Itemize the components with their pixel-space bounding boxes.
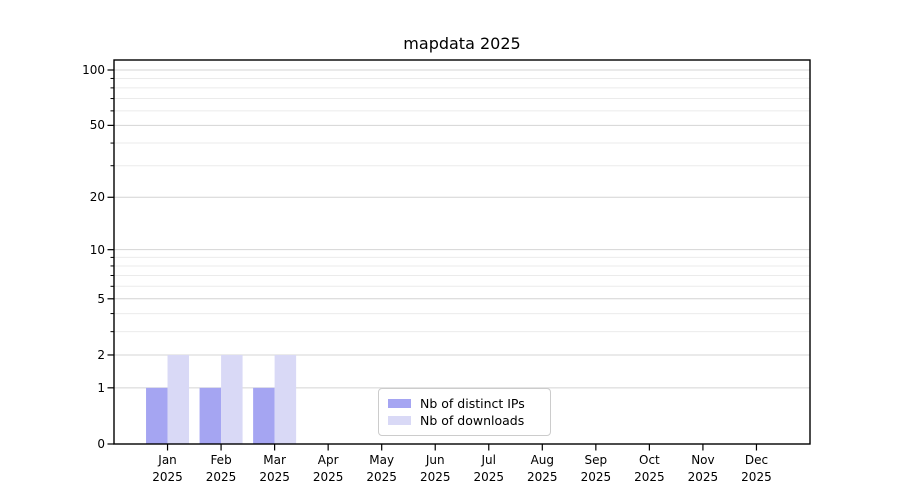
x-tick-label-year: 2025: [312, 470, 344, 484]
x-tick-label-year: 2025: [527, 470, 558, 484]
x-tick-label-month: Sep: [584, 453, 608, 467]
x-tick-label-year: 2025: [634, 470, 665, 484]
legend-label: Nb of distinct IPs: [420, 395, 525, 411]
bar-downloads-feb: [221, 354, 243, 444]
x-tick-label-year: 2025: [205, 470, 237, 484]
bar-downloads-mar: [274, 354, 297, 444]
x-tick-label-month: Jun: [425, 453, 445, 467]
y-tick-label: 10: [89, 242, 105, 257]
y-tick-label: 100: [82, 63, 105, 77]
bar-distinct-ips-mar: [253, 387, 275, 444]
x-tick-label-year: 2025: [259, 470, 290, 484]
x-tick-label: Nov 2025: [667, 452, 739, 486]
x-tick-label-month: Jan: [158, 453, 177, 467]
legend-swatch: [388, 398, 411, 408]
legend-item: Nb of downloads: [388, 413, 541, 428]
y-tick-label: 0: [97, 437, 105, 451]
x-tick-label-month: Jul: [481, 453, 496, 467]
x-tick-label-month: Nov: [691, 453, 715, 467]
bar-distinct-ips-feb: [199, 387, 222, 444]
x-tick-label-month: Dec: [744, 453, 769, 467]
y-tick-label: 1: [97, 380, 105, 395]
legend-label: Nb of downloads: [420, 413, 525, 429]
legend-swatch: [388, 416, 411, 426]
x-tick-label-year: 2025: [366, 470, 397, 484]
bar-downloads-jan: [167, 354, 190, 444]
x-tick-label-month: May: [369, 453, 395, 467]
x-tick-label-month: Aug: [530, 453, 555, 467]
x-tick-label-year: 2025: [473, 470, 505, 484]
x-tick-label: Jan 2025: [132, 452, 204, 486]
x-tick-label: Sep 2025: [560, 452, 632, 486]
x-tick-label-year: 2025: [580, 470, 612, 484]
x-tick-label-year: 2025: [687, 470, 719, 484]
x-tick-label: Jul 2025: [453, 452, 525, 486]
x-tick-label-month: Oct: [639, 453, 660, 467]
x-tick-label-month: Mar: [263, 453, 286, 467]
x-tick-label: Oct 2025: [613, 452, 685, 486]
x-tick-label-month: Apr: [317, 453, 339, 467]
legend-item: Nb of distinct IPs: [388, 396, 541, 411]
x-tick-label: Dec 2025: [720, 452, 792, 486]
x-tick-label: May 2025: [346, 452, 418, 486]
chart-title: mapdata 2025: [403, 34, 521, 53]
x-tick-label: Feb 2025: [185, 452, 257, 486]
legend: Nb of distinct IPs Nb of downloads: [378, 388, 551, 436]
x-tick-label-year: 2025: [419, 470, 451, 484]
x-tick-label-month: Feb: [210, 453, 232, 467]
y-tick-label: 5: [97, 291, 105, 306]
y-tick-label: 2: [97, 347, 105, 362]
y-tick-label: 50: [89, 118, 105, 133]
x-tick-label-year: 2025: [741, 470, 772, 484]
bar-distinct-ips-jan: [146, 387, 168, 444]
x-tick-label: Jun 2025: [399, 452, 471, 486]
y-tick-label: 20: [89, 190, 105, 205]
x-tick-label: Aug 2025: [506, 452, 578, 486]
x-tick-label: Apr 2025: [292, 452, 364, 486]
axes-frame: [113, 59, 811, 445]
x-tick-label-year: 2025: [152, 470, 183, 484]
x-tick-label: Mar 2025: [239, 452, 311, 486]
